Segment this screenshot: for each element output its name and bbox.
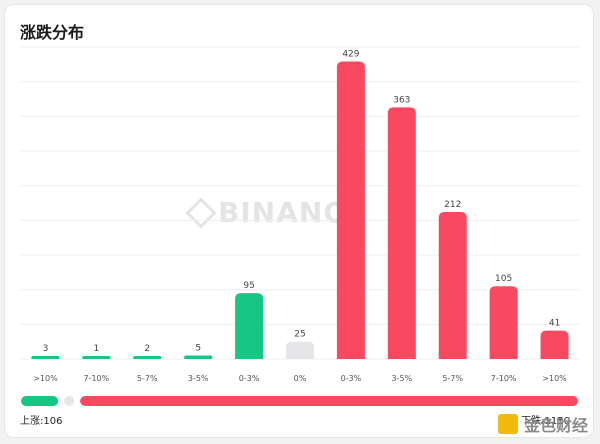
down-count-label: 下跌:1150 <box>521 416 570 427</box>
bar <box>235 293 264 359</box>
category-tick-label: 3-5% <box>188 374 209 383</box>
bar-value-label: 105 <box>495 274 512 284</box>
bar <box>489 286 518 359</box>
category-tick-label: >10% <box>33 374 58 383</box>
bar-value-label: 363 <box>393 95 410 105</box>
bar-value-label: 212 <box>444 200 461 210</box>
bar-value-label: 1 <box>93 344 99 354</box>
bar <box>336 61 365 360</box>
category-tick-label: >10% <box>542 374 567 383</box>
bar <box>82 356 111 359</box>
bar-value-label: 5 <box>195 344 201 354</box>
bar <box>387 107 416 359</box>
category-tick-label: 5-7% <box>442 374 463 383</box>
bar <box>133 356 162 359</box>
bar <box>184 355 213 359</box>
bar <box>286 341 314 359</box>
bar <box>540 330 569 359</box>
bar-value-label: 41 <box>549 319 560 329</box>
category-tick-label: 7-10% <box>83 374 109 383</box>
bar <box>438 212 467 359</box>
chart-card <box>4 4 594 438</box>
bar-value-label: 95 <box>243 281 254 291</box>
bar-value-label: 3 <box>43 344 49 354</box>
source-logo-text: 金色财经 <box>523 416 588 435</box>
category-tick-label: 7-10% <box>491 374 517 383</box>
up-count-label: 上涨:106 <box>20 416 63 427</box>
chart-title: 涨跌分布 <box>20 23 85 42</box>
category-tick-label: 0-3% <box>341 374 362 383</box>
source-logo: 金色财经 <box>497 412 588 436</box>
down-ratio-segment <box>80 396 578 406</box>
bar <box>31 356 60 359</box>
category-tick-label: 3-5% <box>391 374 412 383</box>
bar-value-label: 25 <box>294 330 305 340</box>
bar-value-label: 2 <box>144 344 150 354</box>
category-tick-label: 0% <box>294 374 307 383</box>
category-tick-label: 0-3% <box>239 374 260 383</box>
category-tick-label: 5-7% <box>137 374 158 383</box>
bar-value-label: 429 <box>342 50 359 60</box>
flat-ratio-segment <box>64 396 75 406</box>
source-logo-icon <box>497 414 518 434</box>
up-ratio-segment <box>21 396 59 406</box>
